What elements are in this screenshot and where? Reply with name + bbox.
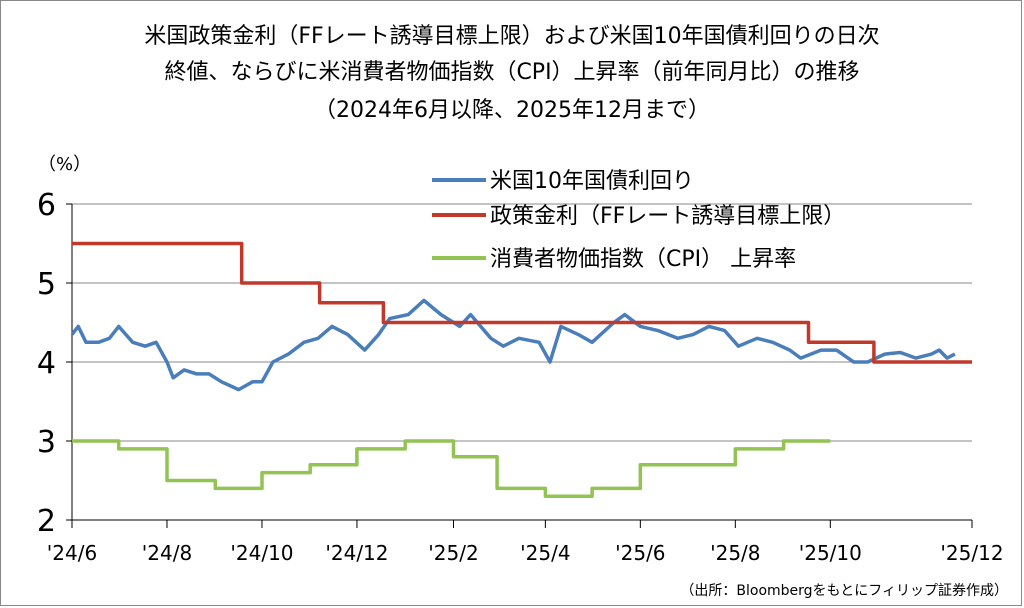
- x-tick-label: '24/6: [47, 541, 97, 565]
- y-tick-label: 4: [37, 346, 56, 381]
- x-tick-label: '24/8: [142, 541, 192, 565]
- series-line-2: [72, 439, 831, 499]
- x-tick-label: '25/8: [710, 541, 760, 565]
- chart-title-line1: 米国政策金利（FFレート誘導目標上限）および米国10年国債利回りの日次: [144, 24, 880, 49]
- x-tick-label: '25/10: [799, 541, 862, 565]
- x-tick-label: '25/4: [520, 541, 570, 565]
- source-note: （出所：Bloombergをもとにフィリップ証券作成）: [680, 583, 1008, 599]
- x-tick-label: '25/12: [940, 541, 1003, 565]
- x-tick-label: '24/12: [325, 541, 388, 565]
- y-axis-unit: （%）: [38, 154, 92, 175]
- x-tick-label: '25/6: [615, 541, 665, 565]
- legend-label-2: 消費者物価指数（CPI） 上昇率: [490, 247, 796, 272]
- legend-label-0: 米国10年国債利回り: [490, 169, 694, 194]
- chart-title-line3: （2024年6月以降、2025年12月まで）: [314, 98, 710, 123]
- y-tick-label: 3: [37, 425, 56, 460]
- y-tick-label: 6: [37, 188, 56, 223]
- series-line-1: [72, 241, 972, 364]
- y-tick-label: 2: [37, 504, 56, 539]
- y-tick-label: 5: [37, 267, 56, 302]
- x-tick-label: '25/2: [428, 541, 478, 565]
- legend-label-1: 政策金利（FFレート誘導目標上限）: [490, 204, 845, 229]
- chart-title-line2: 終値、ならびに米消費者物価指数（CPI）上昇率（前年同月比）の推移: [164, 60, 860, 85]
- series-line-0: [70, 298, 956, 392]
- x-tick-label: '24/10: [230, 541, 293, 565]
